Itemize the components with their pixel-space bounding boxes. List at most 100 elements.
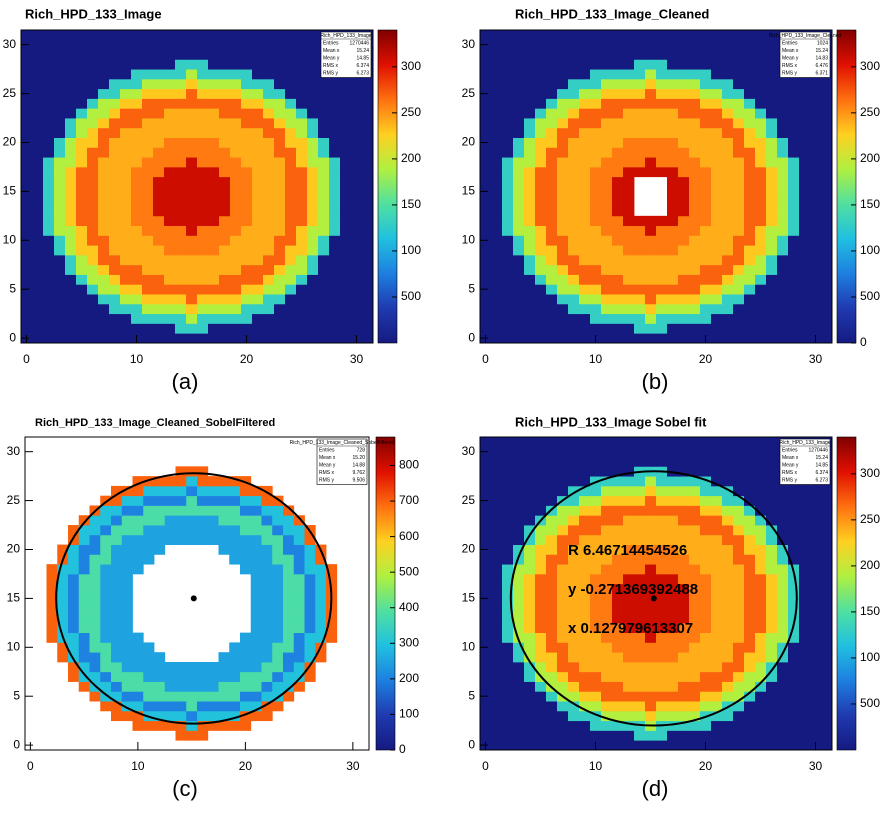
heatmap-cell [711,632,723,643]
heatmap-cell [733,701,745,712]
heatmap-cell [711,118,723,129]
heatmap-cell [733,740,745,751]
heatmap-cell [590,284,602,295]
heatmap-cell [799,661,811,673]
heatmap-cell [480,622,492,634]
heatmap-cell [821,323,833,334]
heatmap-cell [557,544,569,555]
heatmap-cell [612,642,624,653]
heatmap-cell [197,691,209,702]
heatmap-cell [799,564,811,575]
heatmap-cell [755,284,767,295]
heatmap-cell [197,495,209,506]
heatmap-cell [109,157,121,168]
heatmap-cell [293,642,305,653]
heatmap-cell [315,632,327,643]
heatmap-cell [502,632,514,643]
heatmap-cell [678,456,690,467]
heatmap-cell [46,632,58,643]
heatmap-cell [32,118,44,129]
heatmap-cell [799,485,811,497]
heatmap-cell [502,176,514,187]
heatmap-cell [208,39,220,50]
heatmap-cell [645,525,657,536]
heatmap-cell [480,59,492,70]
heatmap-cell [186,196,198,207]
heatmap-cell [230,69,242,80]
heatmap-cell [513,254,525,266]
heatmap-cell [579,476,591,487]
heatmap-cell [241,176,253,187]
heatmap-cell [54,137,66,148]
heatmap-cell [744,466,756,477]
heatmap-cell [722,573,734,585]
heatmap-cell [32,69,44,80]
heatmap-cell [153,215,165,227]
heatmap-cell [502,583,514,594]
heatmap-cell [164,235,176,246]
heatmap-cell [175,196,187,207]
heatmap-cell [68,525,80,536]
heatmap-cell [164,215,176,227]
heatmap-cell [634,157,646,168]
heatmap-cell [568,59,580,70]
heatmap-cell [111,554,123,565]
heatmap-cell [362,274,374,285]
heatmap-cell [579,254,591,266]
heatmap-cell [568,603,580,614]
heatmap-cell [821,157,833,168]
stats-value: 1270446 [809,447,829,453]
heatmap-cell [164,186,176,197]
heatmap-cell [143,720,155,731]
heatmap-cell [111,632,123,643]
heatmap-cell [700,59,712,70]
heatmap-cell [579,642,591,653]
heatmap-cell [590,613,602,624]
heatmap-cell [722,235,734,246]
heatmap-cell [810,176,822,187]
heatmap-cell [43,39,55,50]
heatmap-cell [755,78,767,90]
heatmap-cell [590,215,602,227]
heatmap-cell [799,147,811,158]
heatmap-cell [788,313,800,324]
heatmap-cell [722,30,734,41]
heatmap-cell [733,284,745,295]
heatmap-cell [304,613,316,624]
heatmap-cell [252,78,264,90]
heatmap-cell [480,710,492,722]
heatmap-cell [218,476,230,487]
heatmap-cell [821,284,833,295]
heatmap-cell [821,652,833,663]
heatmap-cell [689,254,701,266]
heatmap-cell [76,206,88,217]
heatmap-cell [154,505,166,516]
heatmap-cell [590,642,602,653]
heatmap-cell [153,157,165,168]
heatmap-cell [111,593,123,604]
heatmap-cell [307,323,319,334]
heatmap-cell [513,564,525,575]
stats-value: 15.24 [356,48,369,54]
heatmap-cell [241,206,253,217]
heatmap-cell [76,215,88,227]
heatmap-cell [568,30,580,41]
heatmap-cell [656,274,668,285]
heatmap-cell [799,294,811,305]
heatmap-cell [502,98,514,109]
heatmap-cell [480,701,492,712]
heatmap-cell [43,186,55,197]
heatmap-cell [218,710,230,722]
heatmap-cell [766,284,778,295]
heatmap-cell [513,303,525,315]
heatmap-cell [788,642,800,653]
heatmap-cell [733,730,745,741]
heatmap-cell [678,225,690,236]
heatmap-cell [100,534,112,545]
heatmap-cell [579,88,591,99]
heatmap-cell [261,515,273,526]
heatmap-cell [513,245,525,256]
heatmap-cell [557,534,569,545]
heatmap-cell [645,681,657,692]
heatmap-cell [164,495,176,506]
